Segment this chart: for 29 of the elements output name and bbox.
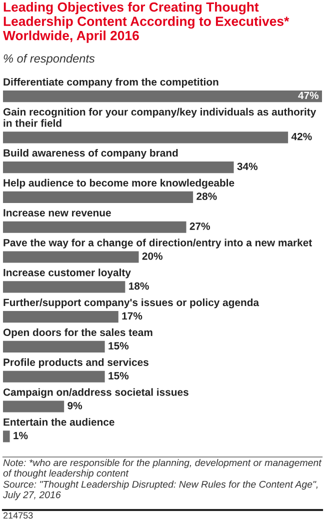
y-tick-label: Build awareness of company brand bbox=[4, 148, 178, 159]
source-note: Source: "Thought Leadership Disrupted: New Rules for the Content Age", July 27, 2016 bbox=[2, 480, 318, 500]
y-tick-label: Entertain the audience bbox=[4, 418, 114, 426]
y-tick-label: Differentiate company from the competition bbox=[4, 78, 218, 88]
text: Note: *who are responsible for the planning, development or management of thought leadership content bbox=[3, 459, 322, 479]
y-tick-label: Further/support company's issues or policy agenda bbox=[4, 298, 260, 308]
data-label: 15% bbox=[108, 342, 129, 350]
data-label: 9% bbox=[68, 402, 82, 410]
y-tick-label: Help audience to become more knowledgeable bbox=[4, 178, 234, 189]
y-tick-label: Increase customer loyalty bbox=[4, 268, 131, 278]
data-label: 18% bbox=[129, 282, 149, 290]
y-tick-label: Increase new revenue bbox=[4, 209, 111, 216]
data-label: 47% bbox=[298, 92, 319, 100]
data-label: 17% bbox=[122, 312, 142, 320]
data-label: 27% bbox=[190, 222, 210, 230]
chart-title: Leading Objectives for Creating Thought Leadership Content According to Executives* Worldwide, April 2016 bbox=[3, 2, 290, 43]
y-tick-label: Pave the way for a change of direction/entry into a new market bbox=[4, 238, 312, 248]
data-label: 42% bbox=[291, 132, 312, 140]
data-label: 28% bbox=[196, 192, 217, 200]
chart-subtitle: % of respondents bbox=[4, 54, 95, 66]
data-label: 20% bbox=[142, 252, 163, 260]
data-label: 34% bbox=[237, 162, 258, 170]
y-tick-label: Gain recognition for your company/key individuals as authority in their field bbox=[3, 108, 316, 127]
data-label: 15% bbox=[108, 372, 129, 380]
y-tick-label: Campaign on/address societal issues bbox=[3, 388, 188, 398]
y-tick-label: Profile products and services bbox=[4, 358, 148, 368]
y-tick-label: Open doors for the sales team bbox=[3, 328, 152, 338]
data-label: 1% bbox=[14, 432, 28, 440]
text: 214753 bbox=[3, 512, 33, 519]
